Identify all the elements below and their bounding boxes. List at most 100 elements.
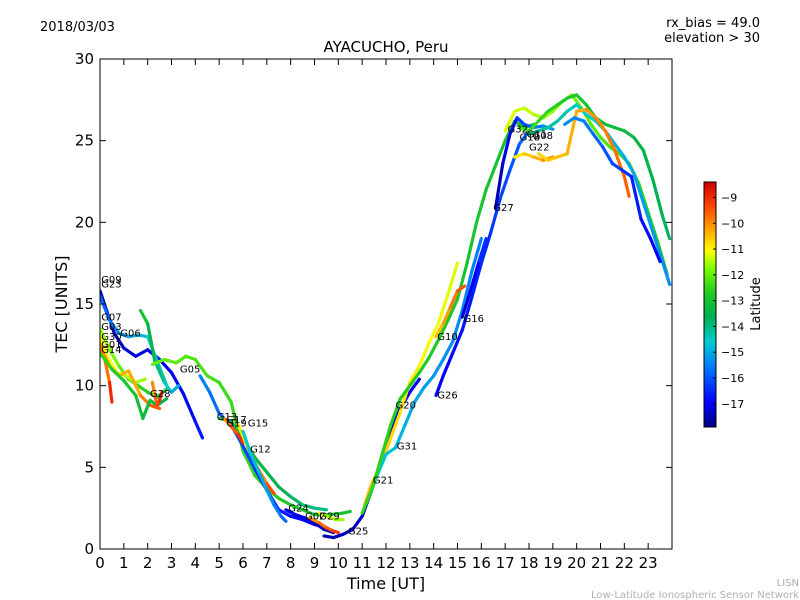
series-label-g20: G20 [396,401,416,412]
series-segment [146,322,157,363]
series-segment [277,496,293,507]
series-segment [417,356,431,375]
series-segment [451,328,464,355]
series-segment [153,359,166,384]
y-tick-label: 5 [84,458,94,476]
series-segment [351,514,364,532]
series-segment [389,410,402,440]
x-tick-label: 14 [424,554,443,572]
colorbar-tick-label: −9 [721,191,737,204]
x-tick-label: 20 [567,554,586,572]
series-segment [184,354,197,362]
x-tick-label: 9 [310,554,320,572]
y-tick-label: 15 [75,295,94,313]
series-segment [613,125,626,133]
series-segment [272,503,283,518]
series-segment [110,367,126,383]
series-g26 [434,129,531,398]
colorbar-tick-label: −14 [721,320,744,333]
series-segment [162,380,174,394]
y-tick-label: 20 [75,213,94,231]
series-label-g19: G19 [226,419,246,430]
series-segment [479,230,493,265]
series-segment [422,374,436,389]
series-g16 [460,237,488,319]
series-label-g28: G28 [150,389,170,400]
series-segment [217,380,233,404]
series-segment [546,155,560,162]
series-segment [565,93,579,100]
series-segment [134,393,145,420]
series-segment [157,390,164,402]
series-segment [389,397,402,427]
series-segment [610,161,624,172]
y-tick-label: 10 [75,377,94,395]
series-segment [494,139,507,167]
series-segment [127,333,140,339]
series-segment [241,429,252,455]
series-label-g11: G11 [527,129,547,140]
series-segment [441,339,455,362]
series-segment [300,503,317,510]
series-label-g01: G01 [101,340,121,351]
series-segment [517,129,531,146]
series-segment [441,351,455,378]
series-segment [322,527,336,535]
colorbar [703,181,717,428]
series-segment [546,119,560,130]
series-segment [312,506,329,512]
series-label-g31: G31 [397,441,417,452]
series-segment [100,351,114,371]
series-segment [517,125,531,133]
series-segment [322,534,336,540]
colorbar-tick-label: −11 [721,243,744,256]
series-segment [641,201,655,234]
series-segment [632,171,646,205]
series-segment [248,451,262,476]
series-segment [112,331,126,350]
x-tick-label: 7 [262,554,272,572]
series-label-g14: G14 [101,345,121,356]
series-segment [241,444,257,471]
series-segment [489,196,502,234]
series-segment [107,318,121,335]
series-segment [370,455,383,492]
colorbar-label: Latitude [749,277,764,331]
series-segment [470,261,483,300]
series-segment [546,103,560,113]
colorbar-tick-label: −13 [721,295,744,308]
series-segment [498,168,512,200]
series-segment [300,517,317,527]
series-segment [289,503,305,512]
series-segment [522,106,536,117]
series-segment [451,308,464,344]
series-label-g13: G13 [217,412,237,423]
series-segment [134,377,147,384]
y-tick-label: 0 [84,540,94,558]
series-segment [222,416,233,429]
series-segment [181,392,197,424]
credit-network: Low-Latitude Ionospheric Sensor Network [591,590,799,600]
x-tick-label: 5 [214,554,224,572]
series-segment [427,322,441,345]
series-segment [575,93,588,107]
series-segment [408,371,421,388]
y-tick-label: 25 [75,132,94,150]
colorbar-ticks: −17 −16 −15 −14 −13 −12 −11 −10 −9 [713,191,744,411]
series-g06 [138,308,181,394]
series-segment [393,423,407,450]
series-segment [436,292,450,326]
series-segment [515,116,526,126]
series-segment [575,108,588,113]
series-label-g23: G23 [101,280,121,291]
series-g10 [434,284,467,339]
series-segment [241,449,257,478]
series-segment [169,384,181,394]
series-segment [572,116,586,123]
series-g12 [241,429,288,523]
series-segment [122,346,138,358]
series-segment [522,152,536,159]
series-g18 [517,93,672,241]
series-segment [603,122,617,130]
